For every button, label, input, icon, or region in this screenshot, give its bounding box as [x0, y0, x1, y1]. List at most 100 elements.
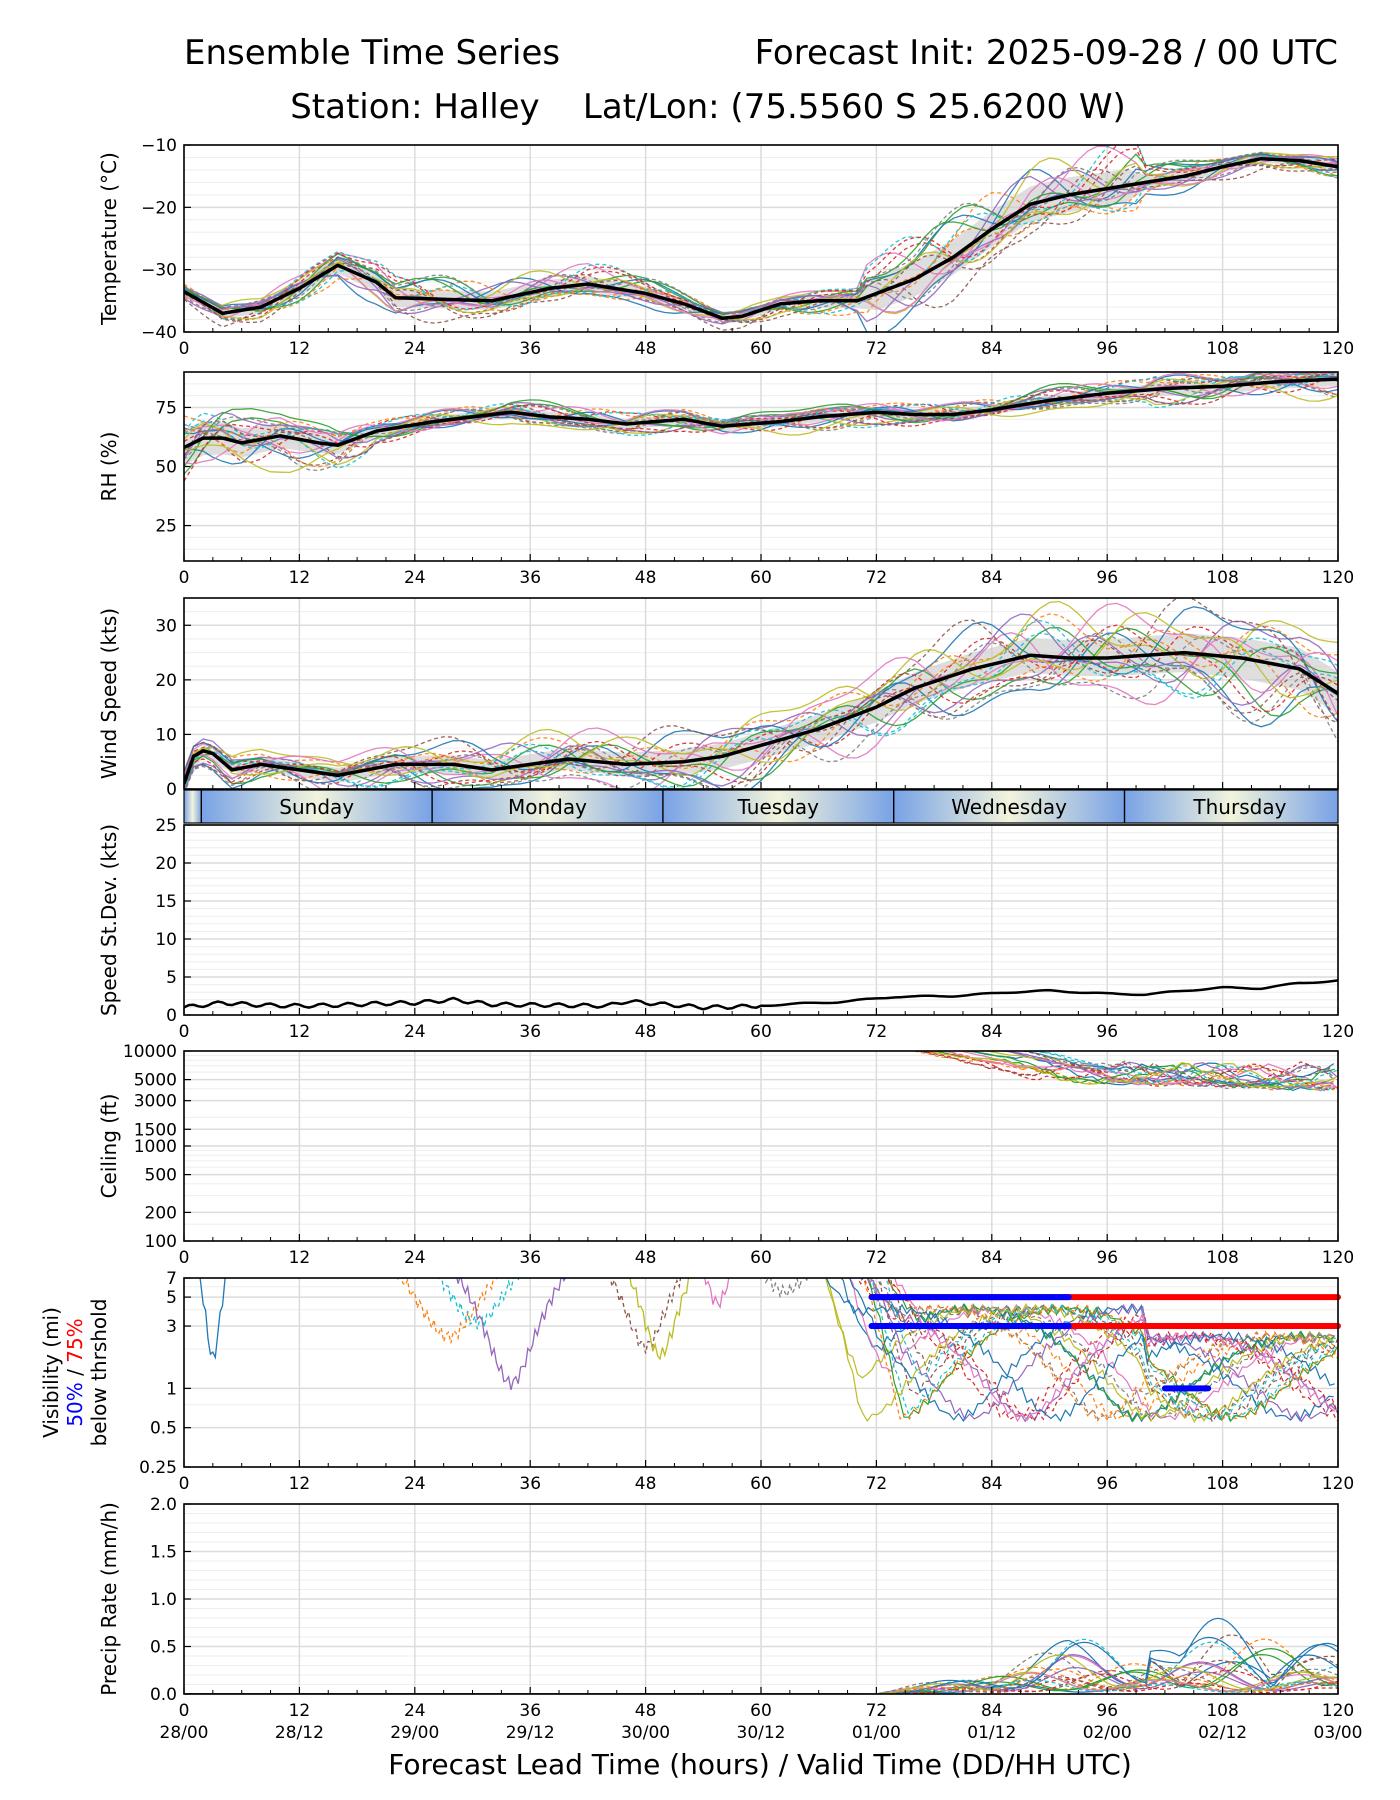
- spread-band: [184, 633, 1338, 789]
- ensemble-member-line: [184, 612, 1338, 782]
- day-label-monday: Monday: [508, 795, 587, 819]
- x-tick-label: 108: [1206, 1248, 1238, 1268]
- visibility-panel: 75 3 1 0.5 0.250 12 24 36 48 60 72 84 96 108 120 Visibi…: [39, 1269, 1354, 1494]
- ceiling-member-line: [923, 1051, 1332, 1088]
- x-tick-label: 48: [635, 568, 657, 588]
- x-tick-label: 48: [635, 1701, 657, 1721]
- precip-member-line: [857, 1654, 1338, 1694]
- y-axis-label: Wind Speed (kts): [97, 608, 121, 779]
- y-axis-label: Ceiling (ft): [97, 1094, 121, 1199]
- visibility-member-line: [878, 1278, 1334, 1422]
- x-tick-label: 24: [404, 1022, 426, 1042]
- ensemble-member-line: [184, 145, 1338, 322]
- x-tick-label: 24: [404, 568, 426, 588]
- y-tick-label: 10: [155, 725, 177, 745]
- ensemble-member-line: [184, 148, 1338, 323]
- visibility-member-line: [629, 1278, 693, 1361]
- y-axis-label: RH (%): [97, 432, 121, 502]
- label-separator: /: [63, 1363, 87, 1382]
- ensemble-member-line: [184, 606, 1338, 784]
- y-tick-label: 0: [166, 1006, 177, 1026]
- ceiling-member-line: [965, 1051, 1335, 1089]
- visibility-member-line: [825, 1278, 1335, 1424]
- ceiling-member-line: [1036, 1051, 1337, 1090]
- y-tick-label: 20: [155, 854, 177, 874]
- y-tick-label: −10: [141, 136, 177, 156]
- visibility-member-line: [886, 1278, 1338, 1422]
- panel-frame: [183, 597, 1339, 790]
- visibility-label-line3: below thrshold: [87, 1299, 111, 1447]
- ensemble-member-line: [185, 631, 1338, 789]
- x-tick-label: 12: [289, 1701, 311, 1721]
- visibility-member-line: [435, 1278, 520, 1330]
- panel-frame: [183, 144, 1339, 333]
- day-label-sunday: Sunday: [279, 795, 354, 819]
- y-tick-label: 75: [155, 398, 177, 418]
- y-axis-label: Precip Rate (mm/h): [97, 1502, 121, 1696]
- ceiling-member-line: [919, 1051, 1336, 1090]
- day-cell: [432, 790, 663, 823]
- x-tick-label: 120: [1322, 568, 1354, 588]
- label-50pct: 50%: [63, 1382, 87, 1426]
- x-tick-label: 72: [866, 1701, 888, 1721]
- x-tick-label: 120: [1322, 1701, 1354, 1721]
- valid-time-tick-label: 29/00: [390, 1723, 439, 1743]
- precip-rate-panel: 2.0 1.5 1.0 0.5 0.00 12 24 36 48 60 72 84 96 108 120 28…: [97, 1495, 1363, 1743]
- y-tick-label: 20: [155, 671, 177, 691]
- visibility-member-line: [869, 1278, 1338, 1420]
- visibility-member-line: [889, 1278, 1336, 1420]
- y-tick-label: 1500: [134, 1120, 177, 1140]
- ensemble-member-line: [184, 632, 1338, 789]
- x-tick-label: 96: [1096, 1701, 1118, 1721]
- day-band: Sunday Monday Tuesday Wednesday Thursday: [183, 789, 1339, 824]
- visibility-members: [199, 1278, 1338, 1424]
- y-tick-label: 15: [155, 892, 177, 912]
- ensemble-member-line: [184, 600, 1338, 789]
- panel-frame: [183, 1050, 1339, 1242]
- spread-band: [184, 154, 1338, 323]
- precip-member-line: [857, 1679, 1338, 1694]
- x-tick-label: 84: [981, 568, 1003, 588]
- x-tick-label: 84: [981, 1248, 1003, 1268]
- valid-time-tick-label: 01/12: [967, 1723, 1016, 1743]
- ensemble-member-line: [184, 373, 1338, 463]
- x-tick-label: 12: [289, 339, 311, 359]
- y-tick-label: 500: [145, 1166, 177, 1186]
- x-tick-label: 36: [519, 1474, 541, 1494]
- ceiling-member-line: [943, 1051, 1336, 1092]
- valid-time-tick-label: 02/12: [1198, 1723, 1247, 1743]
- ensemble-member-line: [184, 602, 1338, 783]
- ceiling-member-line: [1002, 1051, 1334, 1090]
- chart-panels: −10−20−30−400 12 24 36 48 60 72 84 96 108 120Tempe…: [39, 136, 1363, 1743]
- visibility-label-line2: 50% / 75%: [63, 1318, 87, 1426]
- valid-time-tick-label: 28/12: [275, 1723, 324, 1743]
- x-tick-label: 48: [635, 1248, 657, 1268]
- rh-panel: 75 50 25 0 12 24 36 48 60 72 84 96 108 120 RH (%): [97, 371, 1354, 588]
- ensemble-mean-line: [184, 650, 1338, 785]
- figure-title-left: Ensemble Time Series: [184, 33, 560, 73]
- precip-member-line: [857, 1669, 1338, 1694]
- visibility-member-line: [884, 1278, 1336, 1421]
- visibility-member-line: [857, 1278, 1338, 1421]
- ceiling-member-line: [1022, 1051, 1331, 1089]
- y-tick-label: 0.5: [150, 1419, 177, 1439]
- y-tick-label: 5: [166, 1288, 177, 1308]
- x-tick-label: 0: [179, 1701, 190, 1721]
- x-tick-label: 84: [981, 1701, 1003, 1721]
- ensemble-member-line: [184, 373, 1338, 458]
- y-tick-label: 0.0: [150, 1685, 177, 1705]
- day-cell: [893, 790, 1125, 823]
- day-label-wednesday: Wednesday: [951, 795, 1067, 819]
- y-axis-label: Temperature (°C): [97, 152, 121, 326]
- valid-time-tick-label: 28/00: [160, 1723, 209, 1743]
- y-tick-label: 3000: [134, 1092, 177, 1112]
- visibility-member-line: [397, 1278, 499, 1345]
- visibility-member-line: [825, 1278, 1334, 1423]
- ceiling-member-line: [916, 1051, 1333, 1091]
- x-tick-label: 84: [981, 1022, 1003, 1042]
- y-tick-label: 1: [166, 1379, 177, 1399]
- ensemble-member-line: [184, 632, 1338, 789]
- x-tick-label: 0: [179, 1474, 190, 1494]
- visibility-member-line: [866, 1278, 1336, 1423]
